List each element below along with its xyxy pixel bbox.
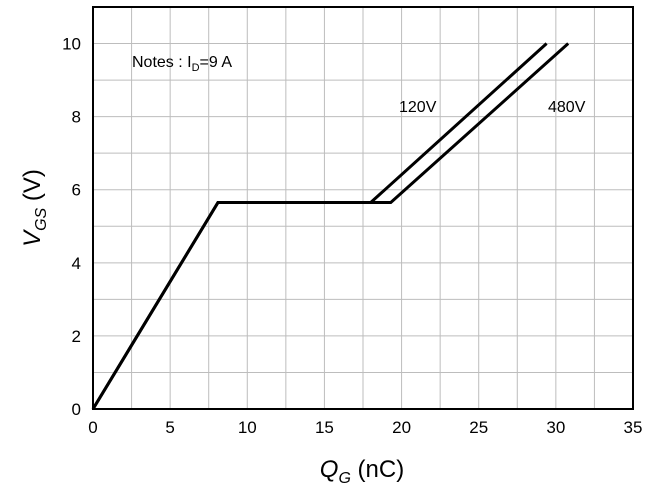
note-suffix: =9 A [200, 54, 233, 71]
x-axis-title-sub: G [338, 470, 350, 487]
x-axis-title-unit: (nC) [351, 456, 404, 483]
note-prefix: Notes : I [132, 54, 192, 71]
series-label-480v: 480V [548, 99, 586, 116]
y-axis-title-main: V [19, 229, 46, 247]
x-tick-label: 15 [315, 418, 334, 437]
x-tick-label: 35 [624, 418, 643, 437]
x-tick-labels: 0 5 10 15 20 25 30 35 [88, 418, 642, 437]
y-tick-label: 10 [62, 35, 81, 54]
series-group [91, 42, 570, 410]
series-label-120v: 120V [399, 99, 437, 116]
y-tick-label: 4 [72, 254, 81, 273]
note-subscript: D [192, 62, 200, 74]
y-axis-title-unit: (V) [19, 169, 46, 208]
series-line-480v [91, 42, 570, 410]
grid [93, 7, 633, 409]
y-tick-labels: 0 2 4 6 8 10 [62, 35, 81, 419]
x-axis-title: QG (nC) [320, 456, 404, 487]
x-tick-label: 0 [88, 418, 97, 437]
y-axis-title-sub: GS [33, 207, 50, 230]
y-tick-label: 6 [72, 181, 81, 200]
note-annotation: Notes : ID=9 A [132, 54, 232, 74]
x-tick-label: 10 [238, 418, 257, 437]
x-tick-label: 5 [165, 418, 174, 437]
y-tick-label: 8 [72, 108, 81, 127]
y-tick-label: 0 [72, 400, 81, 419]
x-axis-title-main: Q [320, 456, 339, 483]
y-axis-title: VGS (V) [19, 169, 50, 247]
x-tick-label: 25 [469, 418, 488, 437]
x-tick-label: 20 [392, 418, 411, 437]
x-tick-label: 30 [546, 418, 565, 437]
y-tick-label: 2 [72, 327, 81, 346]
plot-frame [92, 6, 634, 410]
